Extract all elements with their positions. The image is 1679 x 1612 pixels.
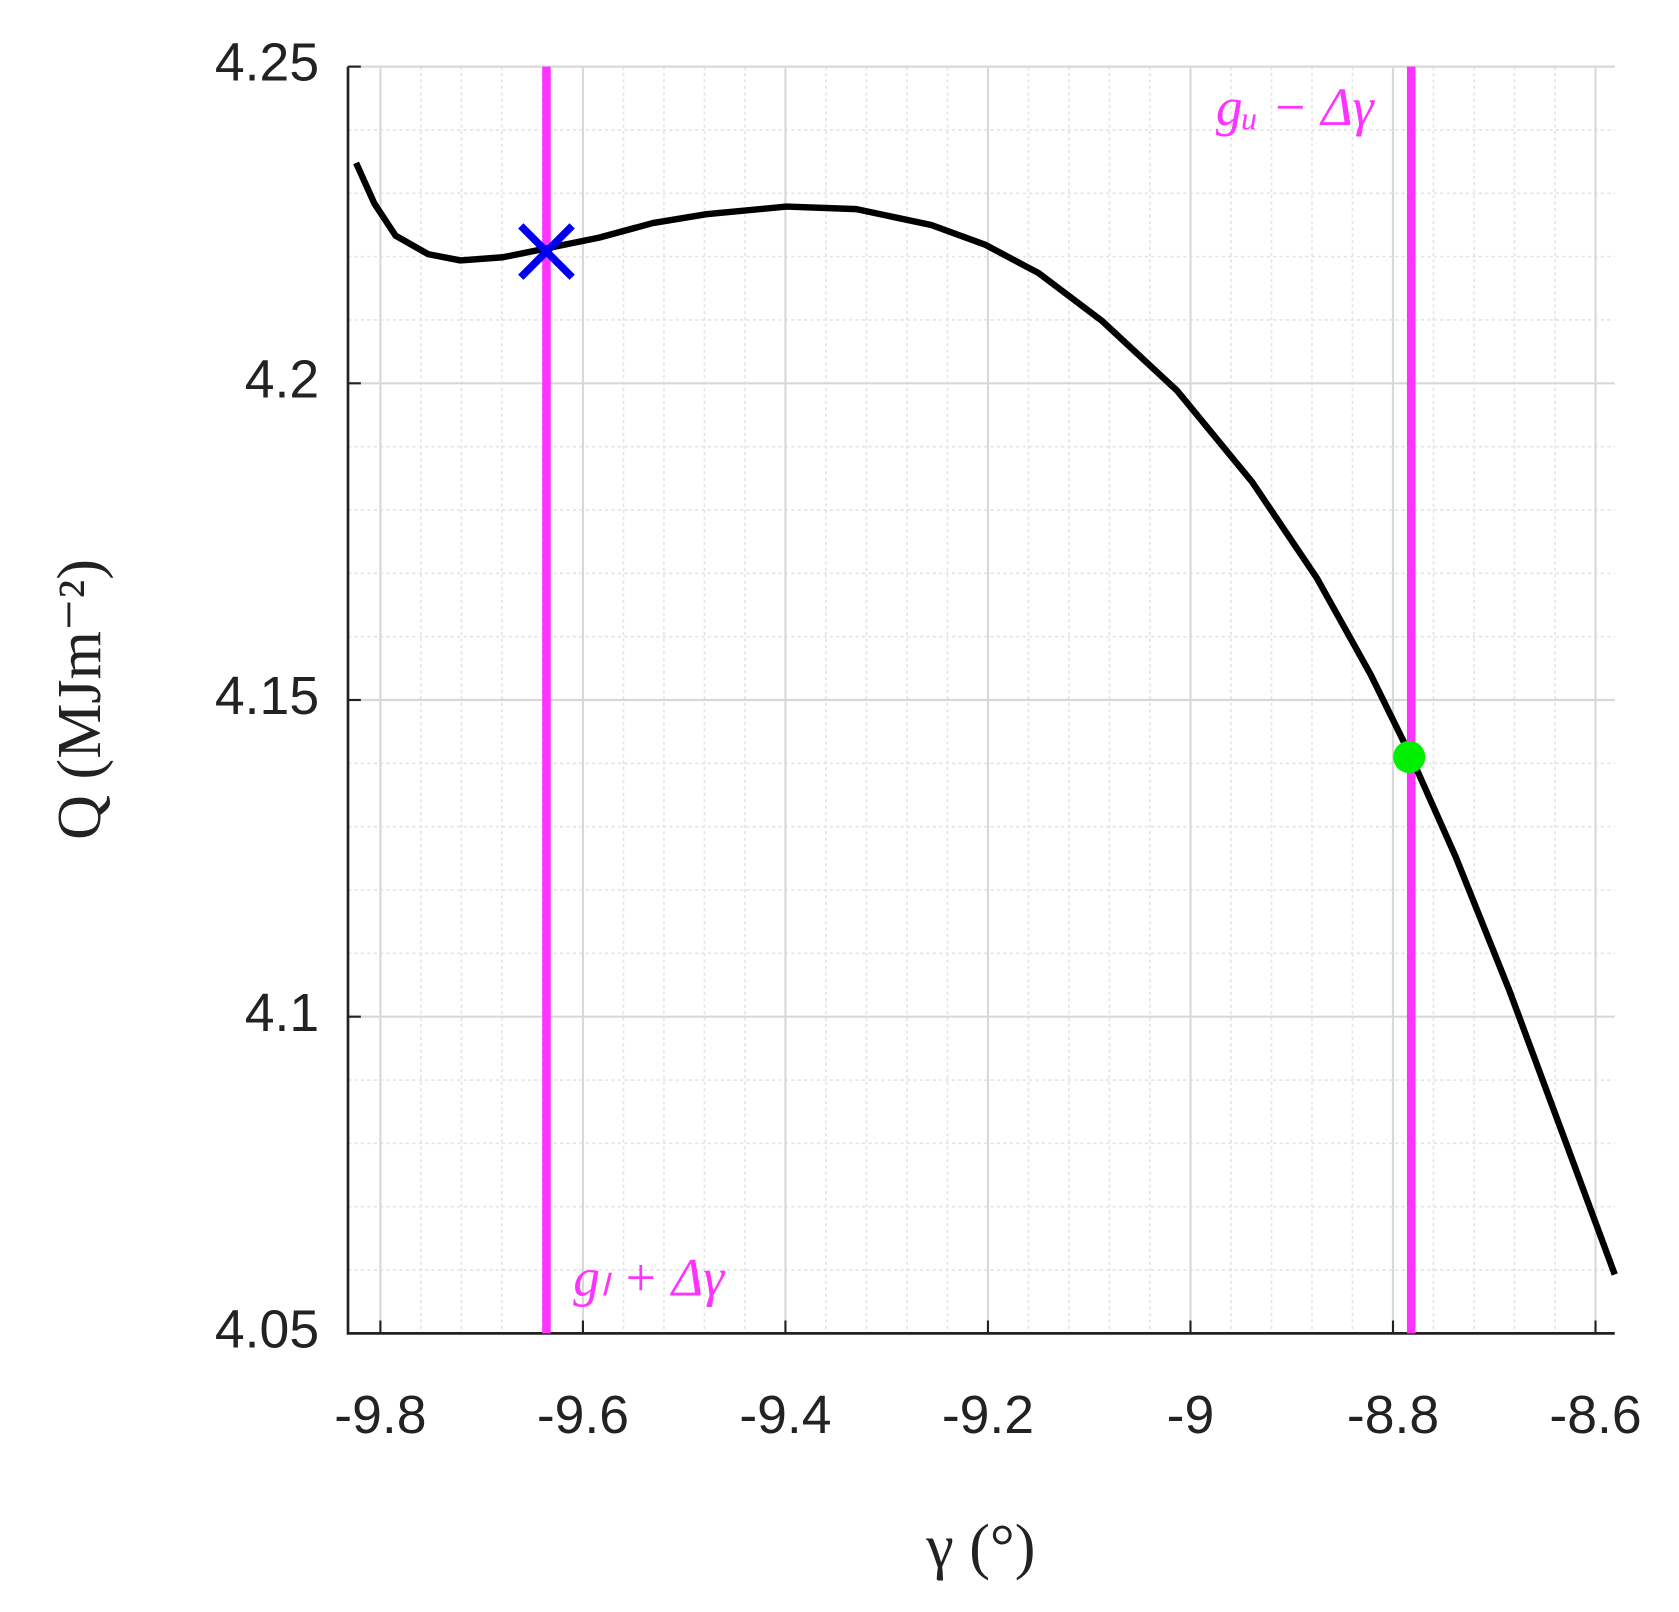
- line-label: gᵤ − Δγ: [1216, 77, 1376, 137]
- y-axis-label: Q (MJm⁻²): [46, 559, 114, 840]
- x-tick-label: -8.8: [1347, 1386, 1439, 1445]
- x-tick-label: -9.2: [942, 1386, 1034, 1445]
- x-tick-label: -9.6: [537, 1386, 629, 1445]
- line-label: gₗ + Δγ: [573, 1247, 726, 1307]
- x-tick-label: -9: [1167, 1386, 1215, 1445]
- y-tick-label: 4.1: [245, 984, 319, 1043]
- marker-cross: [518, 223, 575, 280]
- y-tick-label: 4.15: [215, 667, 319, 726]
- y-tick-label: 4.25: [215, 34, 319, 93]
- y-tick-label: 4.05: [215, 1301, 319, 1360]
- marker-dot: [1393, 740, 1426, 774]
- x-tick-label: -8.6: [1549, 1386, 1641, 1445]
- x-tick-label: -9.8: [334, 1386, 426, 1445]
- x-tick-label: -9.4: [739, 1386, 831, 1445]
- y-tick-label: 4.2: [245, 350, 319, 409]
- x-axis-label: γ (°): [925, 1513, 1035, 1581]
- axis-line: [346, 66, 1615, 1335]
